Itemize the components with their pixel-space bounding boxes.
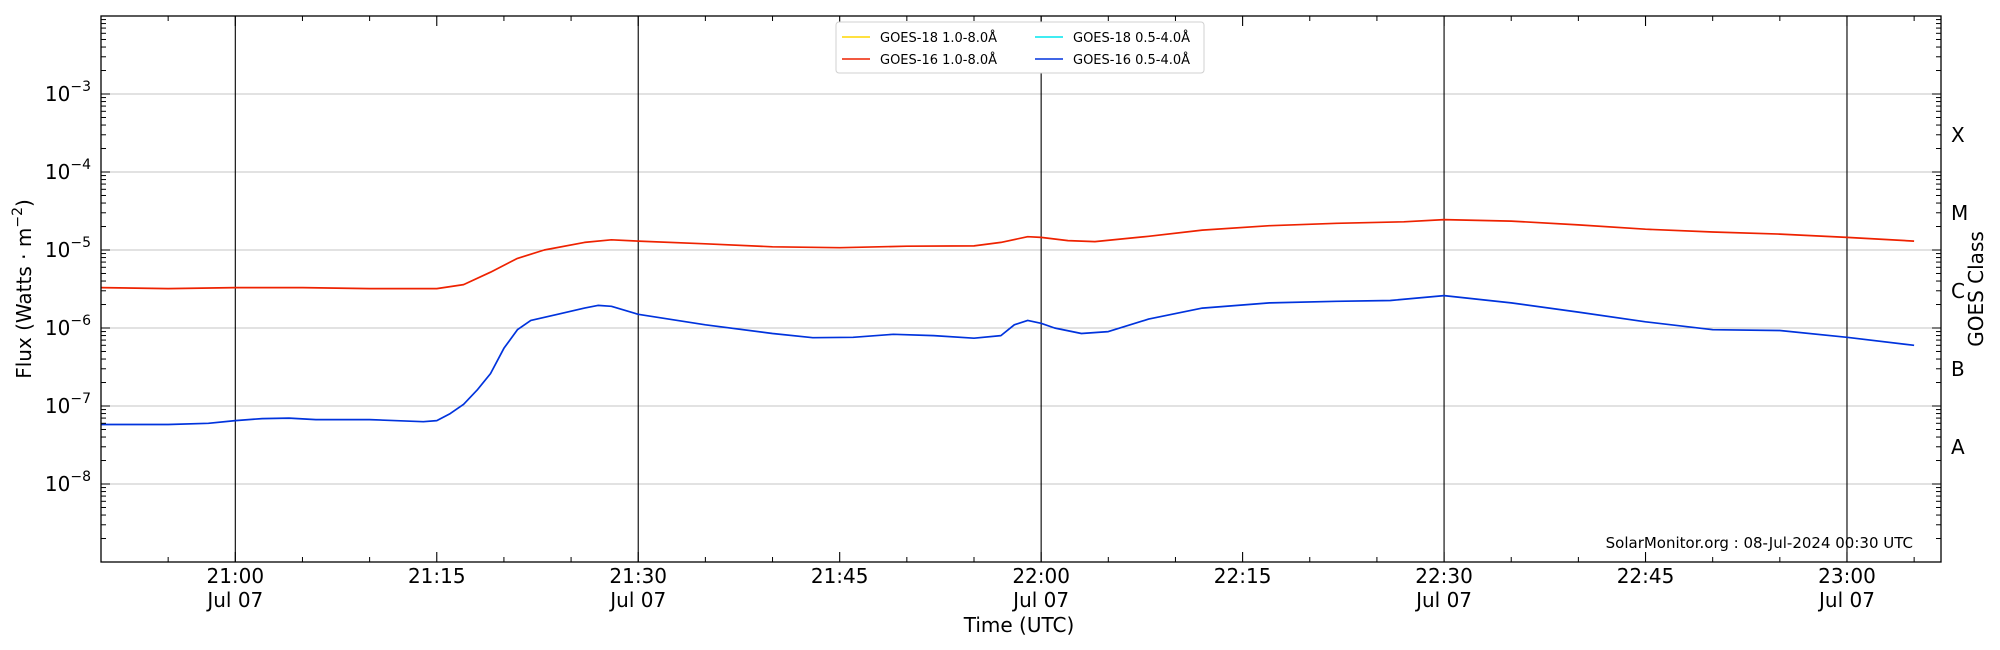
x-axis-label: Time (UTC) [963,613,1075,637]
y-tick-label: 10−6 [45,313,91,340]
x-tick-label: 22:15 [1214,564,1272,588]
x-tick-label: 22:00 [1012,564,1070,588]
x-tick-label: 23:00 [1818,564,1876,588]
legend-entry: GOES-16 1.0-8.0Å [880,52,997,68]
x-tick-date-label: Jul 07 [608,588,666,612]
goes-class-label: M [1951,201,1968,225]
x-tick-label: 21:30 [609,564,667,588]
y-tick-label: 10−5 [45,235,91,262]
y-tick-label: 10−4 [45,157,91,184]
day-marker-lines [234,16,1848,562]
goes-class-labels: A B C M X [1951,123,1968,459]
y-axis-label-right: GOES Class [1964,231,1988,347]
x-tick-date-label: Jul 07 [1817,588,1875,612]
y-tick-label: 10−7 [45,391,91,418]
x-tick-label: 21:45 [811,564,869,588]
y-tick-label: 10−8 [45,469,91,496]
legend-entry: GOES-18 1.0-8.0Å [880,30,997,46]
credit-text: SolarMonitor.org : 08-Jul-2024 00:30 UTC [1606,534,1913,552]
x-tick-label: 21:15 [408,564,466,588]
x-tick-label: 22:45 [1617,564,1675,588]
series-layer [100,218,1915,426]
legend-box [835,21,1205,74]
y-axis-label: Flux (Watts · m−2) [10,199,36,379]
legend-entry: GOES-16 0.5-4.0Å [1073,52,1190,68]
x-tick-date-label: Jul 07 [205,588,263,612]
x-tick-date-label: Jul 07 [1414,588,1472,612]
x-tick-label: 22:30 [1415,564,1473,588]
series-line-3 [101,294,1915,426]
legend-entry: GOES-18 0.5-4.0Å [1073,30,1190,46]
goes-class-label: B [1951,357,1965,381]
legend: GOES-18 1.0-8.0Å GOES-16 1.0-8.0Å GOES-18 … [835,21,1205,74]
y-tick-label: 10−3 [45,79,91,106]
y-tick-labels: 10−8 10−7 10−6 10−5 10−4 10−3 [45,79,91,496]
goes-class-label: C [1951,279,1965,303]
plot-frame [100,15,1942,563]
goes-class-label: X [1951,123,1965,147]
x-tick-label: 21:00 [206,564,264,588]
goes-class-label: A [1951,435,1965,459]
series-line-2 [100,218,1915,290]
gridlines [101,93,1941,485]
x-tick-date-label: Jul 07 [1011,588,1069,612]
axis-ticks [100,16,1941,563]
